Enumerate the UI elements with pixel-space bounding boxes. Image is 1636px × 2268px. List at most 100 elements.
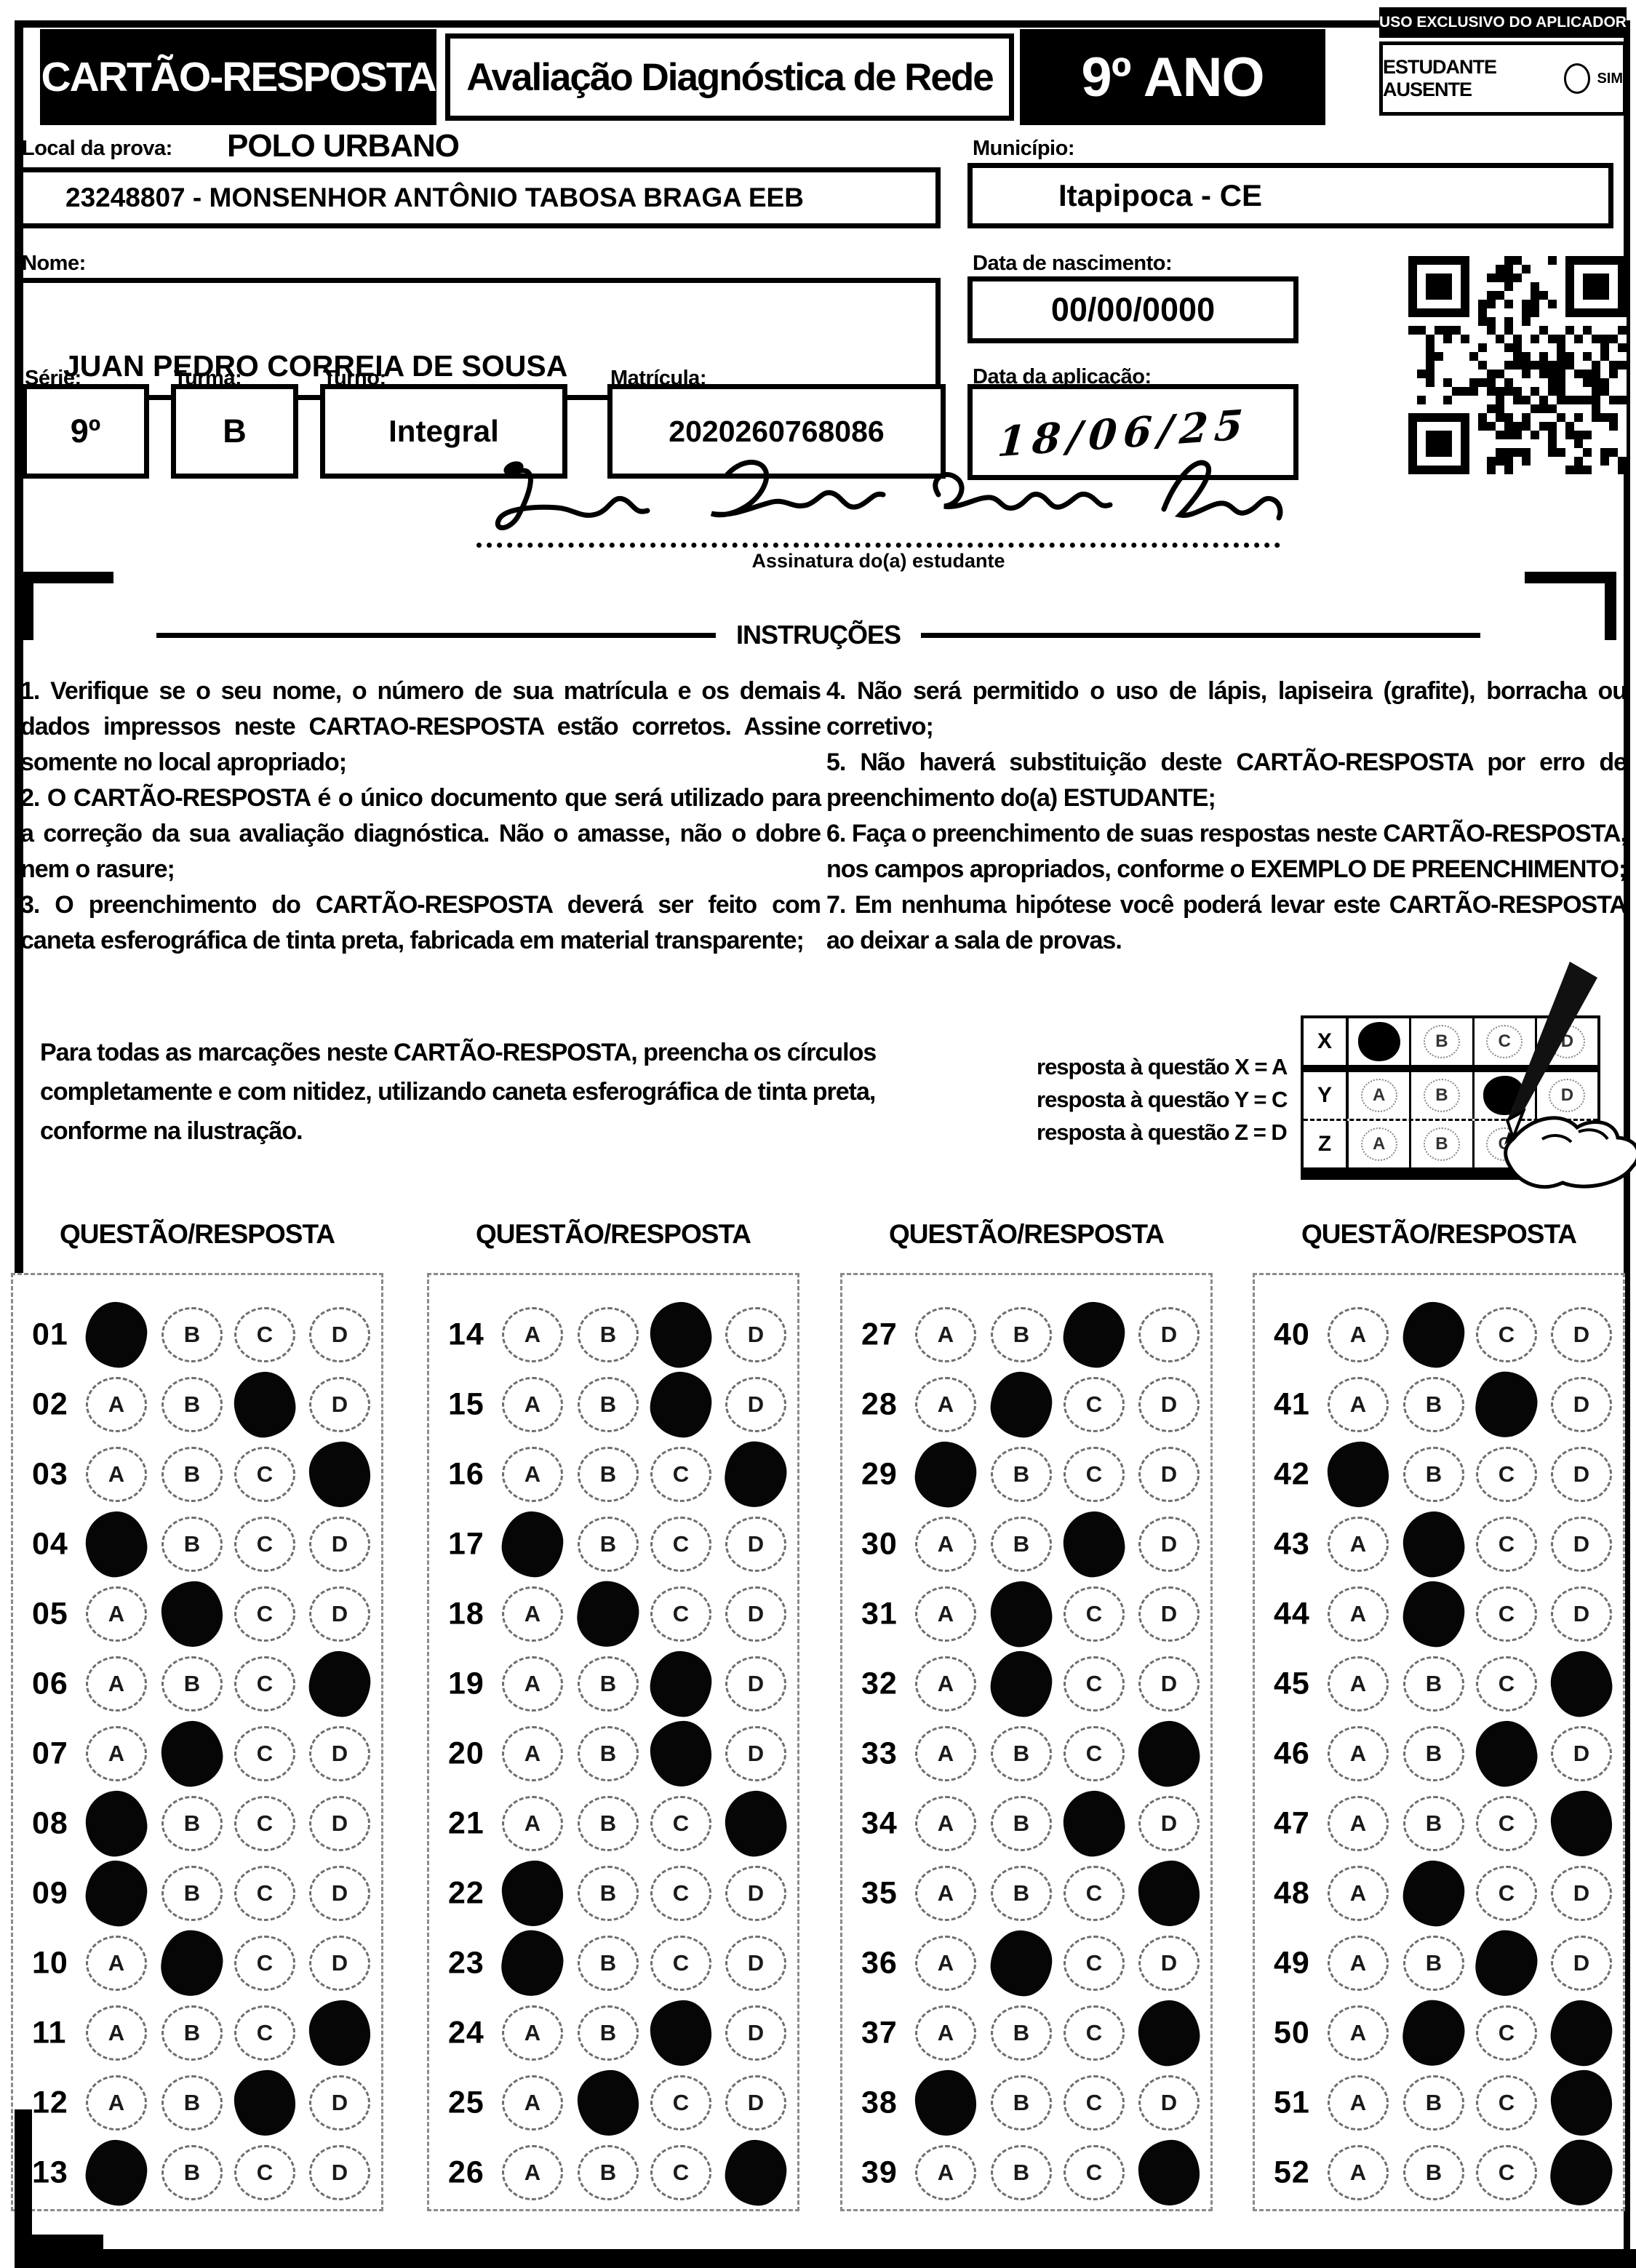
bubble-q01-B[interactable]: B [161, 1307, 223, 1362]
marked-bubble-q47-D[interactable] [1549, 1789, 1613, 1858]
marked-bubble-q10-B[interactable] [157, 1926, 227, 2000]
marked-bubble-q12-C[interactable] [233, 2069, 297, 2137]
bubble-q44-A[interactable]: A [1328, 1586, 1389, 1642]
bubble-q02-D[interactable]: D [309, 1377, 370, 1432]
marked-bubble-q06-D[interactable] [306, 1648, 373, 1720]
bubble-q22-D[interactable]: D [725, 1866, 786, 1921]
bubble-q26-B[interactable]: B [578, 2145, 639, 2200]
marked-bubble-q38-A[interactable] [914, 2069, 978, 2137]
marked-bubble-q44-B[interactable] [1400, 1578, 1467, 1650]
bubble-q37-A[interactable]: A [915, 2005, 976, 2061]
bubble-q40-C[interactable]: C [1476, 1307, 1537, 1362]
marked-bubble-q39-D[interactable] [1137, 2139, 1201, 2207]
bubble-q04-D[interactable]: D [309, 1517, 370, 1572]
bubble-q16-A[interactable]: A [502, 1447, 563, 1502]
bubble-q44-D[interactable]: D [1551, 1586, 1612, 1642]
bubble-q15-A[interactable]: A [502, 1377, 563, 1432]
bubble-q45-C[interactable]: C [1476, 1656, 1537, 1712]
bubble-q25-C[interactable]: C [650, 2075, 711, 2131]
marked-bubble-q03-D[interactable] [308, 1440, 372, 1509]
bubble-q19-B[interactable]: B [578, 1656, 639, 1712]
bubble-q03-A[interactable]: A [86, 1447, 147, 1502]
marked-bubble-q11-D[interactable] [308, 1999, 372, 2067]
marked-bubble-q48-B[interactable] [1400, 1858, 1467, 1929]
bubble-q12-B[interactable]: B [161, 2075, 223, 2131]
bubble-q38-B[interactable]: B [991, 2075, 1052, 2131]
marked-bubble-q18-B[interactable] [573, 1577, 643, 1651]
bubble-q31-A[interactable]: A [915, 1586, 976, 1642]
marked-bubble-q17-A[interactable] [499, 1509, 566, 1580]
marked-bubble-q52-D[interactable] [1547, 2136, 1616, 2210]
bubble-q51-C[interactable]: C [1476, 2075, 1537, 2131]
marked-bubble-q46-C[interactable] [1472, 1717, 1541, 1790]
bubble-q28-C[interactable]: C [1064, 1377, 1125, 1432]
marked-bubble-q41-C[interactable] [1472, 1367, 1541, 1442]
marked-bubble-q49-C[interactable] [1472, 1926, 1541, 2000]
bubble-q42-B[interactable]: B [1403, 1447, 1464, 1502]
marked-bubble-q04-A[interactable] [82, 1508, 151, 1581]
marked-bubble-q07-B[interactable] [158, 1717, 226, 1790]
bubble-q14-B[interactable]: B [578, 1307, 639, 1362]
bubble-q20-B[interactable]: B [578, 1726, 639, 1781]
bubble-q23-D[interactable]: D [725, 1936, 786, 1991]
bubble-q27-D[interactable]: D [1138, 1307, 1200, 1362]
bubble-q26-A[interactable]: A [502, 2145, 563, 2200]
bubble-q39-B[interactable]: B [991, 2145, 1052, 2200]
bubble-q06-B[interactable]: B [161, 1656, 223, 1712]
bubble-q21-A[interactable]: A [502, 1796, 563, 1851]
bubble-q24-A[interactable]: A [502, 2005, 563, 2061]
bubble-q21-C[interactable]: C [650, 1796, 711, 1851]
bubble-q49-A[interactable]: A [1328, 1936, 1389, 1991]
bubble-q33-A[interactable]: A [915, 1726, 976, 1781]
marked-bubble-q21-D[interactable] [722, 1787, 790, 1860]
bubble-q34-B[interactable]: B [991, 1796, 1052, 1851]
bubble-q25-A[interactable]: A [502, 2075, 563, 2131]
bubble-q15-B[interactable]: B [578, 1377, 639, 1432]
bubble-q23-B[interactable]: B [578, 1936, 639, 1991]
absent-sim-bubble[interactable] [1563, 63, 1591, 94]
bubble-q27-B[interactable]: B [991, 1307, 1052, 1362]
bubble-q22-B[interactable]: B [578, 1866, 639, 1921]
bubble-q24-B[interactable]: B [578, 2005, 639, 2061]
marked-bubble-q19-C[interactable] [647, 1648, 714, 1720]
marked-bubble-q01-A[interactable] [83, 1299, 150, 1370]
bubble-q16-C[interactable]: C [650, 1447, 711, 1502]
marked-bubble-q30-C[interactable] [1060, 1508, 1128, 1581]
bubble-q19-D[interactable]: D [725, 1656, 786, 1712]
bubble-q18-D[interactable]: D [725, 1586, 786, 1642]
bubble-q16-B[interactable]: B [578, 1447, 639, 1502]
bubble-q21-B[interactable]: B [578, 1796, 639, 1851]
bubble-q33-B[interactable]: B [991, 1726, 1052, 1781]
bubble-q17-B[interactable]: B [578, 1517, 639, 1572]
bubble-q36-D[interactable]: D [1138, 1936, 1200, 1991]
bubble-q08-C[interactable]: C [234, 1796, 295, 1851]
bubble-q15-D[interactable]: D [725, 1377, 786, 1432]
bubble-q07-D[interactable]: D [309, 1726, 370, 1781]
marked-bubble-q28-B[interactable] [988, 1369, 1055, 1440]
bubble-q34-A[interactable]: A [915, 1796, 976, 1851]
bubble-q46-D[interactable]: D [1551, 1726, 1612, 1781]
bubble-q38-D[interactable]: D [1138, 2075, 1200, 2131]
marked-bubble-q35-D[interactable] [1137, 1859, 1201, 1928]
bubble-q48-C[interactable]: C [1476, 1866, 1537, 1921]
bubble-q33-C[interactable]: C [1064, 1726, 1125, 1781]
bubble-q37-C[interactable]: C [1064, 2005, 1125, 2061]
bubble-q40-A[interactable]: A [1328, 1307, 1389, 1362]
bubble-q20-D[interactable]: D [725, 1726, 786, 1781]
bubble-q14-A[interactable]: A [502, 1307, 563, 1362]
bubble-q09-D[interactable]: D [309, 1866, 370, 1921]
bubble-q08-D[interactable]: D [309, 1796, 370, 1851]
bubble-q11-C[interactable]: C [234, 2005, 295, 2061]
marked-bubble-q36-B[interactable] [988, 1928, 1055, 1999]
bubble-q26-C[interactable]: C [650, 2145, 711, 2200]
bubble-q52-C[interactable]: C [1476, 2145, 1537, 2200]
bubble-q32-D[interactable]: D [1138, 1656, 1200, 1712]
bubble-q06-A[interactable]: A [86, 1656, 147, 1712]
marked-bubble-q31-B[interactable] [987, 1578, 1056, 1650]
bubble-q47-A[interactable]: A [1328, 1796, 1389, 1851]
bubble-q31-D[interactable]: D [1138, 1586, 1200, 1642]
bubble-q48-D[interactable]: D [1551, 1866, 1612, 1921]
bubble-q37-B[interactable]: B [991, 2005, 1052, 2061]
bubble-q42-D[interactable]: D [1551, 1447, 1612, 1502]
bubble-q32-C[interactable]: C [1064, 1656, 1125, 1712]
